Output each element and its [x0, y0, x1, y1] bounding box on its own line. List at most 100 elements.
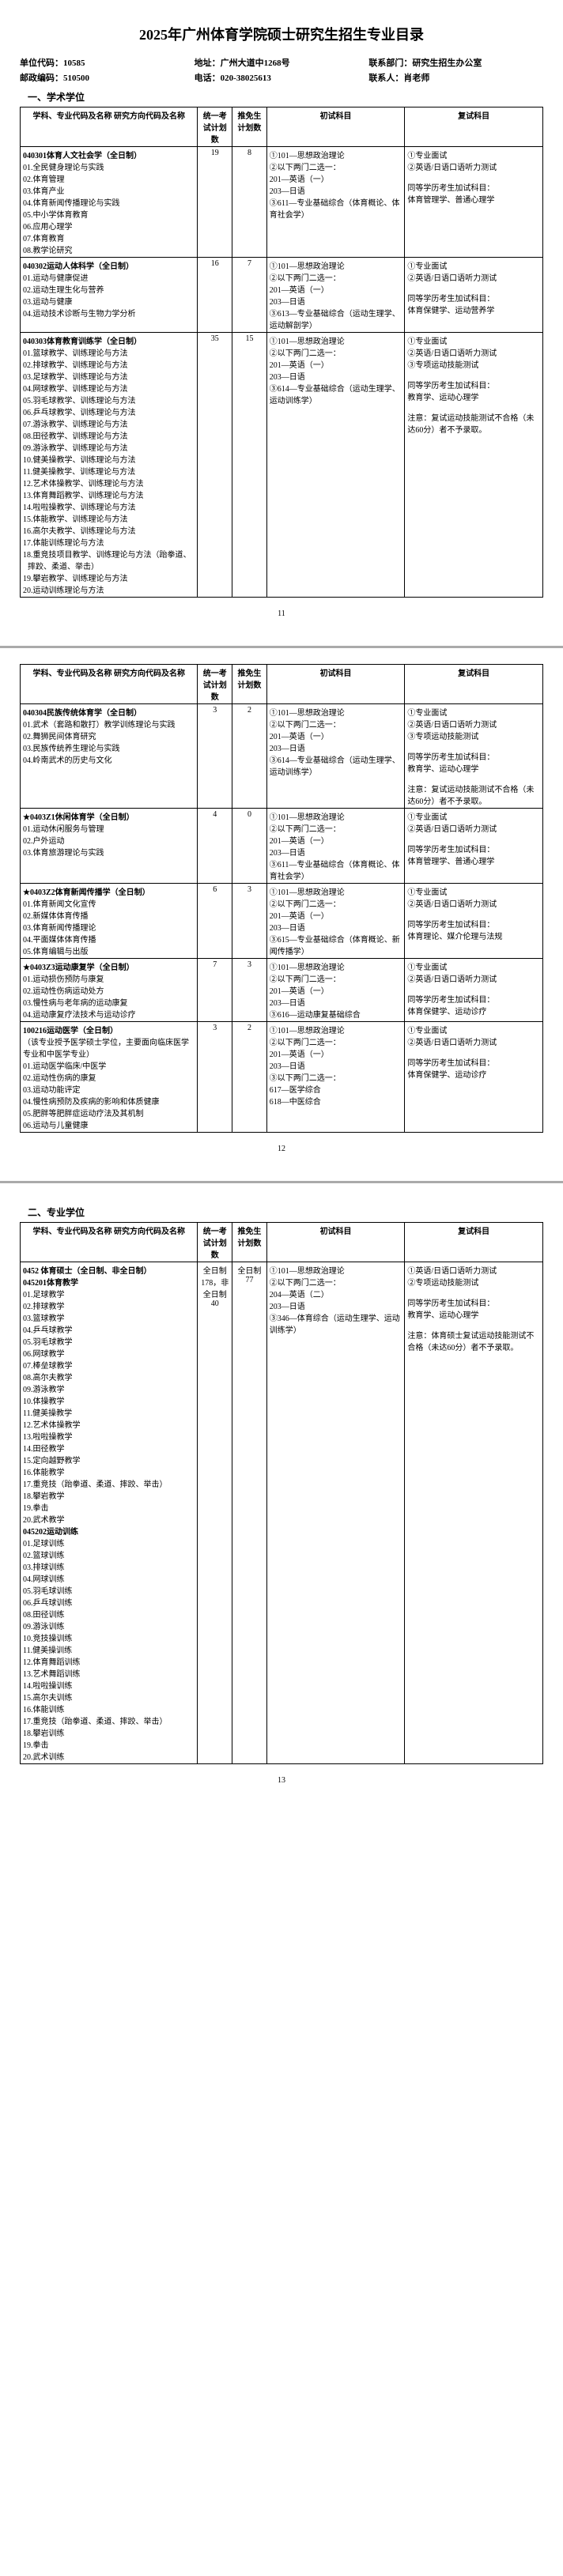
section-2-title: 二、专业学位: [28, 1205, 543, 1219]
sub-item: 19.拳击: [23, 1501, 195, 1513]
sub-item: 03.慢性病与老年病的运动康复: [23, 996, 195, 1008]
col-plan1: 统一考试计划数: [198, 665, 232, 704]
section-1-title: 一、学术学位: [28, 90, 543, 104]
sub-item: 09.游泳教学: [23, 1382, 195, 1394]
sub-item: 04.平面媒体体育传播: [23, 933, 195, 945]
sub-item: 01.武术（套路和散打）教学训练理论与实践: [23, 718, 195, 730]
sub-item: 05.羽毛球教学: [23, 1335, 195, 1347]
sub-item: 05.肥胖等肥胖症运动疗法及其机制: [23, 1107, 195, 1118]
exam1-cell: ①101—思想政治理论 ②以下两门二选一： 201—英语（一） 203—日语 ③…: [266, 809, 405, 884]
sub-item: 06.运动与儿童健康: [23, 1118, 195, 1130]
sub-item: 02.排球教学: [23, 1299, 195, 1311]
sub-item: 17.重竞技（跆拳道、柔道、摔跤、举击）: [23, 1477, 195, 1489]
sub-item: 02.运动生理生化与营养: [23, 283, 195, 295]
sub-item: 02.体育管理: [23, 172, 195, 184]
sub-item: 15.高尔夫训练: [23, 1691, 195, 1703]
exam2-cell: ①英语/日语口语听力测试 ②专项运动技能测试 同等学历考生加试科目： 教育学、运…: [405, 1262, 543, 1764]
plan2-cell: 0: [232, 809, 267, 884]
col-exam1: 初试科目: [266, 107, 405, 147]
col-major: 学科、专业代码及名称 研究方向代码及名称: [21, 665, 198, 704]
plan1-cell: 3: [198, 704, 232, 809]
plan1-cell: 35: [198, 333, 232, 598]
col-plan1: 统一考试计划数: [198, 1223, 232, 1262]
sub-item: 01.运动损伤预防与康复: [23, 972, 195, 984]
sub-item: 03.体育新闻传播理论: [23, 921, 195, 933]
sub-item: 03.体育产业: [23, 184, 195, 196]
sub-item: 04.慢性病预防及疾病的影响和体质健康: [23, 1095, 195, 1107]
sub-item: 02.运动性伤病的康复: [23, 1071, 195, 1083]
sub-item: 03.民族传统养生理论与实践: [23, 741, 195, 753]
sub-item: 18.攀岩训练: [23, 1726, 195, 1738]
col-plan2: 推免生计划数: [232, 1223, 267, 1262]
sub-item: 13.啦啦操教学: [23, 1430, 195, 1442]
sub-item: 01.运动与健康促进: [23, 271, 195, 283]
major-name: ★0403Z1休闲体育学（全日制）: [23, 810, 195, 822]
col-plan1: 统一考试计划数: [198, 107, 232, 147]
sub-item: 11.健美操训练: [23, 1643, 195, 1655]
sub-item: 03.体育旅游理论与实践: [23, 846, 195, 858]
contact-person: 肖老师: [403, 74, 429, 83]
col-exam1: 初试科目: [266, 665, 405, 704]
sub-item: 11.健美操教学、训练理论与方法: [23, 465, 195, 477]
major-name: 040303体育教育训练学（全日制）: [23, 334, 195, 346]
plan2-cell: 2: [232, 1022, 267, 1133]
sub-item: 16.体能教学: [23, 1465, 195, 1477]
contact-person-label: 联系人：: [368, 74, 403, 83]
sub-item: 20.武术训练: [23, 1750, 195, 1762]
exam1-cell: ①101—思想政治理论 ②以下两门二选一： 201—英语（一） 203—日语 ③…: [266, 884, 405, 959]
sub-item: 07.游泳教学、训练理论与方法: [23, 417, 195, 429]
contact-dept: 研究生招生办公室: [412, 58, 482, 68]
exam2-cell: ①专业面试 ②英语/日语口语听力测试 同等学历考生加试科目： 体育管理学、普通心…: [405, 147, 543, 258]
exam1-cell: ①101—思想政治理论 ②以下两门二选一： 201—英语（一） 203—日语 ③…: [266, 1022, 405, 1133]
col-exam1: 初试科目: [266, 1223, 405, 1262]
sub-item: 03.篮球教学: [23, 1311, 195, 1323]
major-name: 040304民族传统体育学（全日制）: [23, 706, 195, 718]
sub-item: 03.运动与健康: [23, 295, 195, 307]
exam1-cell: ①101—思想政治理论 ②以下两门二选一： 201—英语（一） 203—日语 ③…: [266, 704, 405, 809]
exam1-cell: ①101—思想政治理论 ②以下两门二选一： 201—英语（一） 203—日语 ③…: [266, 333, 405, 598]
page-num-2: 12: [20, 1145, 543, 1153]
sub-item: 04.岭南武术的历史与文化: [23, 753, 195, 765]
table-row: ★0403Z1休闲体育学（全日制）01.运动休闲服务与管理02.户外运动03.体…: [21, 809, 543, 884]
sub-item: 20.运动训练理论与方法: [23, 583, 195, 595]
sub-item: 13.艺术舞蹈训练: [23, 1667, 195, 1679]
sub-item: 05.羽毛球训练: [23, 1584, 195, 1596]
sub-item: 01.足球训练: [23, 1537, 195, 1548]
col-plan2: 推免生计划数: [232, 107, 267, 147]
major-name: 045201体育教学: [23, 1276, 195, 1288]
plan2-cell: 3: [232, 884, 267, 959]
sub-item: 03.足球教学、训练理论与方法: [23, 370, 195, 382]
sub-item: 08.田径教学、训练理论与方法: [23, 429, 195, 441]
sub-item: 03.运动功能评定: [23, 1083, 195, 1095]
table-row: 040301体育人文社会学（全日制）01.全民健身理论与实践02.体育管理03.…: [21, 147, 543, 258]
sub-item: 15.体能教学、训练理论与方法: [23, 512, 195, 524]
plan1-cell: 3: [198, 1022, 232, 1133]
catalog-table-2: 学科、专业代码及名称 研究方向代码及名称 统一考试计划数 推免生计划数 初试科目…: [20, 664, 543, 1133]
exam1-cell: ①101—思想政治理论 ②以下两门二选一： 201—英语（一） 203—日语 ③…: [266, 147, 405, 258]
plan2-cell: 全日制77: [232, 1262, 267, 1764]
contact-dept-label: 联系部门：: [368, 58, 412, 68]
plan1-cell: 4: [198, 809, 232, 884]
sub-item: 05.中小学体育教育: [23, 208, 195, 220]
catalog-table-1: 学科、专业代码及名称 研究方向代码及名称 统一考试计划数 推免生计划数 初试科目…: [20, 107, 543, 598]
major-name: 045202运动训练: [23, 1525, 195, 1537]
catalog-table-3: 学科、专业代码及名称 研究方向代码及名称 统一考试计划数 推免生计划数 初试科目…: [20, 1222, 543, 1764]
sub-item: 01.全民健身理论与实践: [23, 160, 195, 172]
sub-item: 06.乒乓球教学、训练理论与方法: [23, 405, 195, 417]
sub-item: 02.排球教学、训练理论与方法: [23, 358, 195, 370]
exam2-cell: ①专业面试 ②英语/日语口语听力测试 ③专项运动技能测试 同等学历考生加试科目：…: [405, 704, 543, 809]
sub-item: 13.体育舞蹈教学、训练理论与方法: [23, 488, 195, 500]
col-major: 学科、专业代码及名称 研究方向代码及名称: [21, 107, 198, 147]
table-row: ★0403Z2体育新闻传播学（全日制）01.体育新闻文化宣传02.新媒体体育传播…: [21, 884, 543, 959]
plan2-cell: 7: [232, 258, 267, 333]
sub-item: 04.乒乓球教学: [23, 1323, 195, 1335]
table-row: ★0403Z3运动康复学（全日制）01.运动损伤预防与康复02.运动性伤病运动处…: [21, 959, 543, 1022]
sub-item: 10.体操教学: [23, 1394, 195, 1406]
major-name: 040302运动人体科学（全日制）: [23, 259, 195, 271]
page-title: 2025年广州体育学院硕士研究生招生专业目录: [20, 24, 543, 44]
postcode: 510500: [63, 74, 89, 83]
major-name: 040301体育人文社会学（全日制）: [23, 149, 195, 160]
exam2-cell: ①专业面试 ②英语/日语口语听力测试 同等学历考生加试科目： 体育保健学、运动诊…: [405, 1022, 543, 1133]
col-exam2: 复试科目: [405, 107, 543, 147]
col-exam2: 复试科目: [405, 1223, 543, 1262]
